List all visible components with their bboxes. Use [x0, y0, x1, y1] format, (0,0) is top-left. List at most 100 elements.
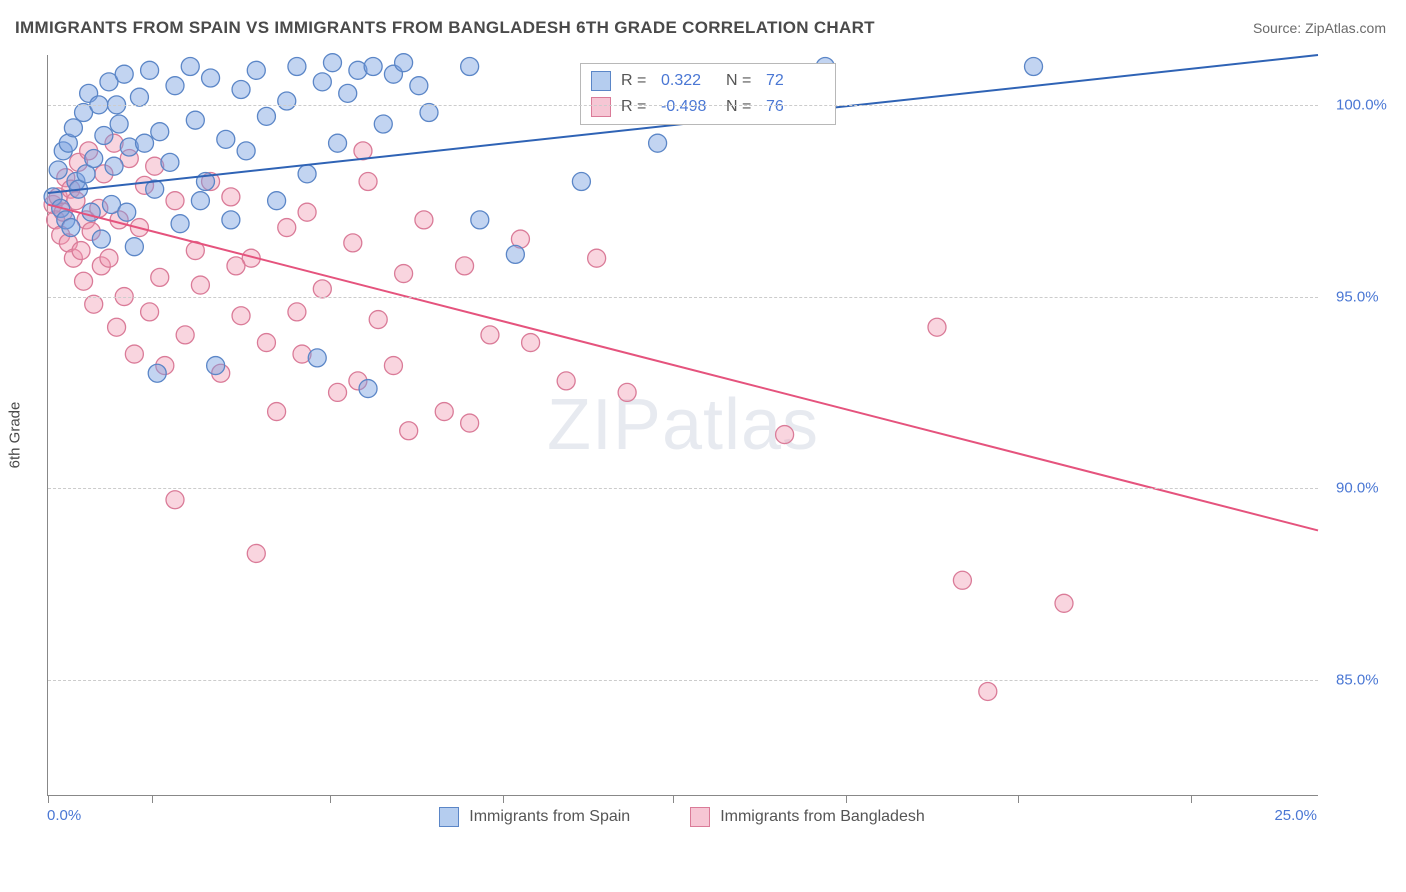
y-tick-label: 100.0%: [1336, 96, 1387, 113]
scatter-point-spain: [136, 134, 154, 152]
legend-item-spain: Immigrants from Spain: [439, 807, 630, 827]
scatter-point-bangladesh: [278, 219, 296, 237]
scatter-point-spain: [64, 119, 82, 137]
x-tick: [846, 795, 847, 803]
scatter-point-spain: [217, 130, 235, 148]
source-attribution: Source: ZipAtlas.com: [1253, 20, 1386, 36]
x-tick: [1191, 795, 1192, 803]
scatter-point-bangladesh: [344, 234, 362, 252]
scatter-point-spain: [420, 104, 438, 122]
scatter-point-spain: [461, 58, 479, 76]
scatter-point-spain: [115, 65, 133, 83]
regression-line-bangladesh: [48, 205, 1318, 531]
scatter-point-bangladesh: [522, 334, 540, 352]
scatter-point-spain: [471, 211, 489, 229]
legend-swatch-bangladesh: [690, 807, 710, 827]
scatter-point-spain: [395, 54, 413, 72]
scatter-point-bangladesh: [395, 265, 413, 283]
scatter-point-bangladesh: [268, 403, 286, 421]
scatter-point-spain: [268, 192, 286, 210]
scatter-point-spain: [278, 92, 296, 110]
n-label: N =: [726, 96, 756, 118]
scatter-point-spain: [161, 153, 179, 171]
scatter-point-spain: [232, 81, 250, 99]
scatter-point-bangladesh: [298, 203, 316, 221]
n-label: N =: [726, 70, 756, 92]
scatter-plot-svg: [48, 55, 1318, 795]
scatter-point-bangladesh: [75, 272, 93, 290]
legend-label-bangladesh: Immigrants from Bangladesh: [720, 808, 925, 826]
legend-swatch-spain: [439, 807, 459, 827]
gridline: [48, 488, 1318, 489]
scatter-point-bangladesh: [461, 414, 479, 432]
scatter-point-bangladesh: [384, 357, 402, 375]
scatter-point-spain: [181, 58, 199, 76]
scatter-point-spain: [92, 230, 110, 248]
scatter-point-bangladesh: [288, 303, 306, 321]
scatter-point-spain: [125, 238, 143, 256]
scatter-point-spain: [141, 61, 159, 79]
scatter-point-bangladesh: [108, 318, 126, 336]
scatter-point-bangladesh: [369, 311, 387, 329]
scatter-point-spain: [95, 127, 113, 145]
y-tick-label: 85.0%: [1336, 671, 1379, 688]
scatter-point-spain: [374, 115, 392, 133]
n-value: 76: [766, 96, 821, 118]
scatter-point-spain: [166, 77, 184, 95]
scatter-point-bangladesh: [100, 249, 118, 267]
scatter-point-spain: [237, 142, 255, 160]
x-tick: [673, 795, 674, 803]
scatter-point-bangladesh: [588, 249, 606, 267]
scatter-point-spain: [1025, 58, 1043, 76]
scatter-point-bangladesh: [222, 188, 240, 206]
scatter-point-bangladesh: [776, 426, 794, 444]
scatter-point-spain: [222, 211, 240, 229]
x-tick: [1018, 795, 1019, 803]
scatter-point-bangladesh: [979, 682, 997, 700]
gridline: [48, 297, 1318, 298]
scatter-point-bangladesh: [166, 491, 184, 509]
correlation-stats-box: R = 0.322 N = 72 R = -0.498 N = 76: [580, 63, 836, 125]
gridline: [48, 105, 1318, 106]
plot-container: ZIPatlas R = 0.322 N = 72 R = -0.498 N =…: [47, 55, 1377, 815]
scatter-point-spain: [323, 54, 341, 72]
r-label: R =: [621, 70, 651, 92]
scatter-point-spain: [329, 134, 347, 152]
scatter-point-bangladesh: [247, 544, 265, 562]
y-tick-label: 90.0%: [1336, 480, 1379, 497]
scatter-point-bangladesh: [1055, 594, 1073, 612]
bottom-legend: Immigrants from Spain Immigrants from Ba…: [47, 807, 1317, 827]
plot-area: ZIPatlas R = 0.322 N = 72 R = -0.498 N =…: [47, 55, 1318, 796]
scatter-point-bangladesh: [481, 326, 499, 344]
scatter-point-spain: [257, 107, 275, 125]
stats-row-spain: R = 0.322 N = 72: [581, 68, 835, 94]
scatter-point-spain: [288, 58, 306, 76]
scatter-point-spain: [359, 380, 377, 398]
scatter-point-bangladesh: [400, 422, 418, 440]
scatter-point-spain: [118, 203, 136, 221]
scatter-point-spain: [339, 84, 357, 102]
legend-label-spain: Immigrants from Spain: [469, 808, 630, 826]
scatter-point-spain: [82, 203, 100, 221]
scatter-point-bangladesh: [928, 318, 946, 336]
scatter-point-spain: [49, 161, 67, 179]
scatter-point-spain: [247, 61, 265, 79]
scatter-point-bangladesh: [72, 242, 90, 260]
scatter-point-bangladesh: [151, 268, 169, 286]
scatter-point-spain: [105, 157, 123, 175]
source-name: ZipAtlas.com: [1305, 20, 1386, 36]
x-tick: [48, 795, 49, 803]
scatter-point-spain: [148, 364, 166, 382]
scatter-point-spain: [506, 245, 524, 263]
scatter-point-bangladesh: [166, 192, 184, 210]
chart-title: IMMIGRANTS FROM SPAIN VS IMMIGRANTS FROM…: [15, 18, 875, 38]
x-tick: [152, 795, 153, 803]
n-value: 72: [766, 70, 821, 92]
scatter-point-spain: [313, 73, 331, 91]
scatter-point-bangladesh: [415, 211, 433, 229]
scatter-point-spain: [151, 123, 169, 141]
scatter-point-spain: [171, 215, 189, 233]
scatter-point-bangladesh: [257, 334, 275, 352]
source-label: Source:: [1253, 20, 1301, 36]
scatter-point-bangladesh: [191, 276, 209, 294]
